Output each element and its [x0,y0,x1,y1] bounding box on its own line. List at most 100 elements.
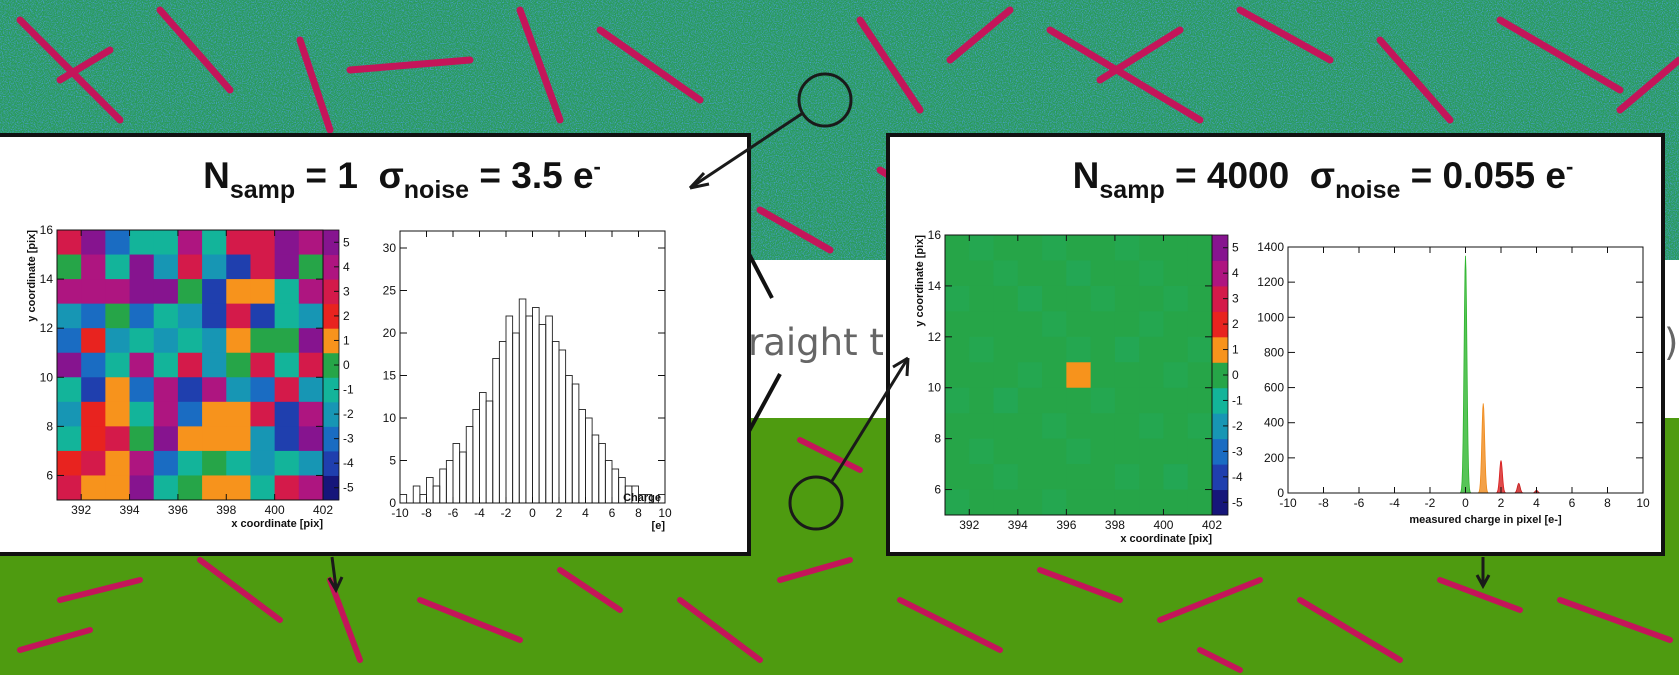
heatmap-cell [129,450,155,476]
x-tick-label: -6 [1354,496,1365,510]
heatmap-cell [57,475,82,501]
heatmap-cell [1139,464,1164,491]
heatmap-cell [81,475,106,501]
heatmap-cell [250,328,276,354]
heatmap-cell [57,377,82,403]
heatmap-cell [274,377,300,403]
heatmap-cell [202,230,227,256]
x-tick-label: 400 [265,503,285,517]
heatmap-cell [57,401,82,427]
heatmap-cell [1187,387,1213,414]
y-tick-label: 8 [934,432,941,446]
x-tick-label: 8 [635,506,642,520]
heatmap-cell [1066,285,1092,312]
heatmap-cell [226,401,251,427]
heatmap-cell [81,401,106,427]
heatmap-cell [1090,260,1116,287]
heatmap-cell [1163,464,1189,491]
background-strokes [746,251,782,434]
heatmap-cell [129,328,155,354]
heatmap-cell [1163,235,1189,261]
heatmap-cell [1139,489,1164,516]
heatmap-cell [250,377,276,403]
colorbar-swatch [323,352,339,378]
heatmap-cell [993,413,1019,440]
arrow-head [688,171,710,190]
title-part: N [1073,155,1100,196]
colorbar-swatch [1212,413,1228,440]
heatmap-cell [1090,489,1116,516]
heatmap-cell [129,279,155,305]
heatmap-cell [1042,387,1067,414]
heatmap-cell [1139,235,1164,261]
arrow [689,111,804,190]
x-tick-label: 2 [556,506,563,520]
colorbar-swatch [1212,464,1228,491]
heatmap-cell [1139,362,1164,389]
arrow [327,556,344,594]
y-tick-label: 10 [40,370,54,384]
heatmap-cell [81,352,106,378]
heatmap-cell [105,401,131,427]
heatmap-cell [1017,311,1043,338]
plot-frame [1287,246,1644,494]
heatmap-cell [226,426,251,452]
heatmap-cell [202,352,227,378]
y-tick-label: 14 [928,279,942,293]
colorbar-tick-label: -4 [343,456,354,470]
heatmap-cell [969,438,995,465]
heatmap-cell [1114,489,1140,516]
heatmap-cell [274,426,300,452]
heatmap-cell [274,230,300,256]
x-tick-label: 398 [216,503,236,517]
heatmap-cell [945,260,970,287]
title-sup: - [594,154,601,179]
heatmap-cell [202,401,227,427]
heatmap-cell [1163,336,1189,363]
heatmap-cell [153,377,179,403]
heatmap-cell [202,328,227,354]
heatmap-cell [202,254,227,280]
heatmap-cell [1187,362,1213,389]
zoom-circle [797,72,853,128]
heatmap-cell [81,377,106,403]
heatmap-cell [993,464,1019,491]
y-tick-label: 5 [389,454,396,468]
y-tick-label: 800 [1264,345,1284,359]
x-tick-label: -4 [1389,496,1400,510]
x-tick-label: 0 [1462,496,1469,510]
heatmap-cell [105,230,131,256]
colorbar-swatch [323,230,339,256]
x-tick-label: 2 [1498,496,1505,510]
colorbar-tick-label: -3 [1232,444,1243,458]
y-tick-label: 1400 [1257,240,1284,254]
heatmap-cell [202,279,227,305]
heatmap-cell [250,426,276,452]
heatmap-cell [969,387,995,414]
heatmap-cell [969,260,995,287]
heatmap-cell [274,475,300,501]
colorbar-swatch [323,475,339,501]
heatmap-cell [129,254,155,280]
plot-frame [944,234,1213,516]
title-part: = 4000 σ [1165,155,1335,196]
heatmap-cell [274,279,300,305]
heatmap-cell [993,235,1019,261]
heatmap-cell [945,464,970,491]
heatmap-cell [226,303,251,329]
heatmap-cell [298,377,324,403]
heatmap-cell [153,401,179,427]
heatmap-cell [993,438,1019,465]
heatmap-cell [1066,362,1092,389]
heatmap-cell [1163,285,1189,312]
x-tick-label: 392 [71,503,91,517]
heatmap-cell [1066,438,1092,465]
heatmap-cell [57,279,82,305]
x-tick-label: -6 [448,506,459,520]
heatmap-cell [177,303,203,329]
y-tick-label: 200 [1264,451,1284,465]
heatmap-cell [177,254,203,280]
heatmap-cell [945,235,970,261]
heatmap-cell [153,450,179,476]
